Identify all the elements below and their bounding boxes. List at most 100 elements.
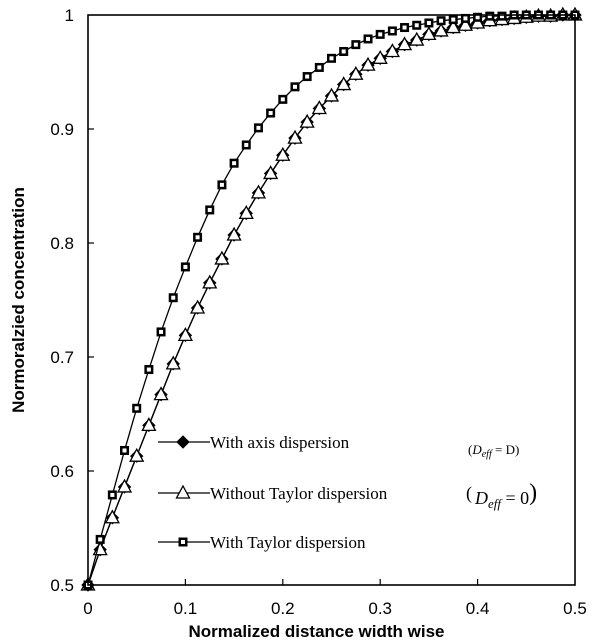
data-point-square — [290, 82, 300, 92]
data-point-square — [485, 11, 495, 21]
data-point-triangle — [323, 87, 340, 102]
x-tick-label: 0.1 — [174, 599, 198, 618]
data-point-triangle — [226, 226, 242, 241]
square-marker-center — [426, 20, 431, 25]
data-point-triangle — [360, 56, 376, 71]
data-point-triangle — [238, 204, 254, 220]
square-marker-center — [305, 74, 310, 79]
x-tick-label: 0.4 — [466, 599, 490, 618]
data-point-square — [144, 365, 154, 375]
square-marker-center — [183, 264, 188, 269]
data-point-square — [339, 46, 349, 56]
data-point-square — [351, 40, 361, 50]
data-point-square — [302, 72, 312, 82]
square-marker-center — [98, 537, 103, 542]
square-marker-center — [402, 25, 407, 30]
data-point-triangle — [250, 184, 267, 199]
y-tick-label: 1 — [65, 6, 74, 25]
square-marker-center — [195, 235, 200, 240]
legend-marker-triangle — [175, 484, 191, 499]
x-tick-label: 0.3 — [368, 599, 392, 618]
data-point-triangle — [104, 509, 120, 524]
legend-math-note: (Deff = D) — [468, 442, 519, 460]
square-marker-center — [341, 49, 346, 54]
data-point-square — [168, 293, 178, 303]
square-marker-center — [219, 182, 224, 187]
legend: With axis dispersion (Deff = D) Without Ta… — [158, 433, 537, 552]
data-point-square — [107, 490, 117, 500]
legend-item-2: Without Taylor dispersion (Deff = 0) — [158, 480, 537, 511]
square-marker-center — [207, 207, 212, 212]
square-marker-center — [232, 161, 237, 166]
data-point-square — [95, 534, 105, 544]
data-point-square — [460, 13, 470, 23]
data-point-triangle — [141, 417, 157, 432]
data-point-triangle — [311, 100, 327, 115]
plot-frame — [87, 14, 576, 586]
data-point-square — [193, 232, 203, 242]
data-point-triangle — [348, 65, 364, 80]
data-point-square — [400, 23, 410, 33]
y-tick-label: 0.5 — [50, 576, 74, 595]
data-point-triangle — [275, 146, 291, 161]
data-point-triangle — [202, 274, 218, 289]
data-point-triangle — [299, 113, 315, 128]
data-point-square — [363, 34, 373, 44]
data-point-triangle — [116, 478, 133, 493]
square-marker-center — [134, 406, 139, 411]
data-point-triangle — [153, 386, 169, 401]
y-tick-label: 0.9 — [50, 120, 74, 139]
data-point-triangle — [177, 326, 193, 341]
data-point-triangle — [409, 31, 425, 46]
square-marker-center — [329, 56, 334, 61]
square-marker-center — [451, 17, 456, 22]
data-point-square — [241, 140, 251, 150]
data-point-triangle — [457, 16, 474, 31]
data-point-triangle — [189, 299, 206, 314]
data-point-triangle — [384, 43, 400, 58]
x-tick-label: 0.5 — [563, 599, 587, 618]
data-point-square — [412, 20, 422, 30]
legend-label: With axis dispersion — [210, 433, 350, 452]
square-marker-center — [110, 492, 115, 497]
square-marker-center — [499, 14, 504, 19]
data-point-square — [387, 26, 397, 36]
square-marker-center — [475, 15, 480, 20]
legend-marker-square — [178, 537, 188, 547]
data-point-square — [132, 403, 142, 413]
data-point-square — [497, 11, 507, 21]
square-marker-center — [280, 97, 285, 102]
square-marker-center — [122, 448, 127, 453]
data-point-square — [205, 205, 215, 215]
square-marker-center — [378, 32, 383, 37]
square-marker-center — [146, 367, 151, 372]
square-marker-center — [292, 84, 297, 89]
square-marker-center — [181, 540, 185, 544]
square-marker-center — [256, 125, 261, 130]
data-point-triangle — [129, 447, 145, 462]
y-tick-label: 0.8 — [50, 234, 74, 253]
data-point-triangle — [336, 76, 352, 91]
square-marker-center — [463, 16, 468, 21]
data-point-square — [156, 327, 166, 337]
data-point-triangle — [421, 26, 437, 41]
square-marker-center — [353, 42, 358, 47]
data-point-triangle — [214, 250, 230, 265]
square-marker-center — [159, 329, 164, 334]
square-marker-center — [414, 23, 419, 28]
data-point-triangle — [287, 129, 303, 144]
data-point-triangle — [445, 19, 461, 34]
data-point-square — [436, 16, 446, 26]
plot-area — [80, 6, 583, 592]
data-point-square — [327, 53, 336, 63]
data-point-square — [473, 12, 483, 22]
square-marker-center — [171, 295, 176, 300]
square-marker-center — [244, 142, 249, 147]
data-point-triangle — [263, 165, 279, 180]
data-point-triangle — [165, 355, 181, 370]
square-marker-center — [487, 14, 492, 19]
axis-ticks: 0 0.1 0.2 0.3 0.4 0.5 0.5 0.6 0.7 0.8 0.9 1 — [50, 6, 586, 618]
data-point-square — [314, 62, 324, 72]
data-point-triangle — [470, 14, 486, 29]
